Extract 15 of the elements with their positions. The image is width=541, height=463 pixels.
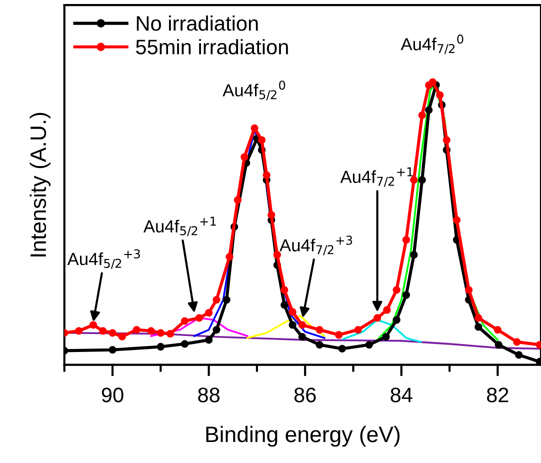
x-tick-label: 90: [102, 388, 124, 402]
annotation: Au4f$_{7/2}$$^{+1}$: [340, 167, 413, 187]
y-axis-title: Intensity (A.U.): [30, 112, 50, 256]
annotation: Au4f$_{5/2}$$^{+3}$: [67, 249, 140, 269]
annotation: Au4f$_{5/2}$$^{+1}$: [143, 216, 216, 236]
legend-label: No irradiation: [136, 16, 258, 31]
x-tick-label: 88: [198, 388, 220, 402]
x-tick-label: 84: [390, 388, 412, 402]
annotation: Au4f$_{7/2}$$^{+3}$: [280, 236, 352, 256]
annotation: Au4f$_{7/2}$$^{0}$: [400, 34, 464, 54]
x-tick-label: 82: [486, 388, 508, 402]
x-tick-label: 86: [294, 388, 316, 402]
annotation: Au4f$_{5/2}$$^{0}$: [222, 80, 286, 100]
legend-label: 55min irradiation: [136, 39, 288, 54]
x-axis-title: Binding energy (eV): [206, 426, 400, 447]
